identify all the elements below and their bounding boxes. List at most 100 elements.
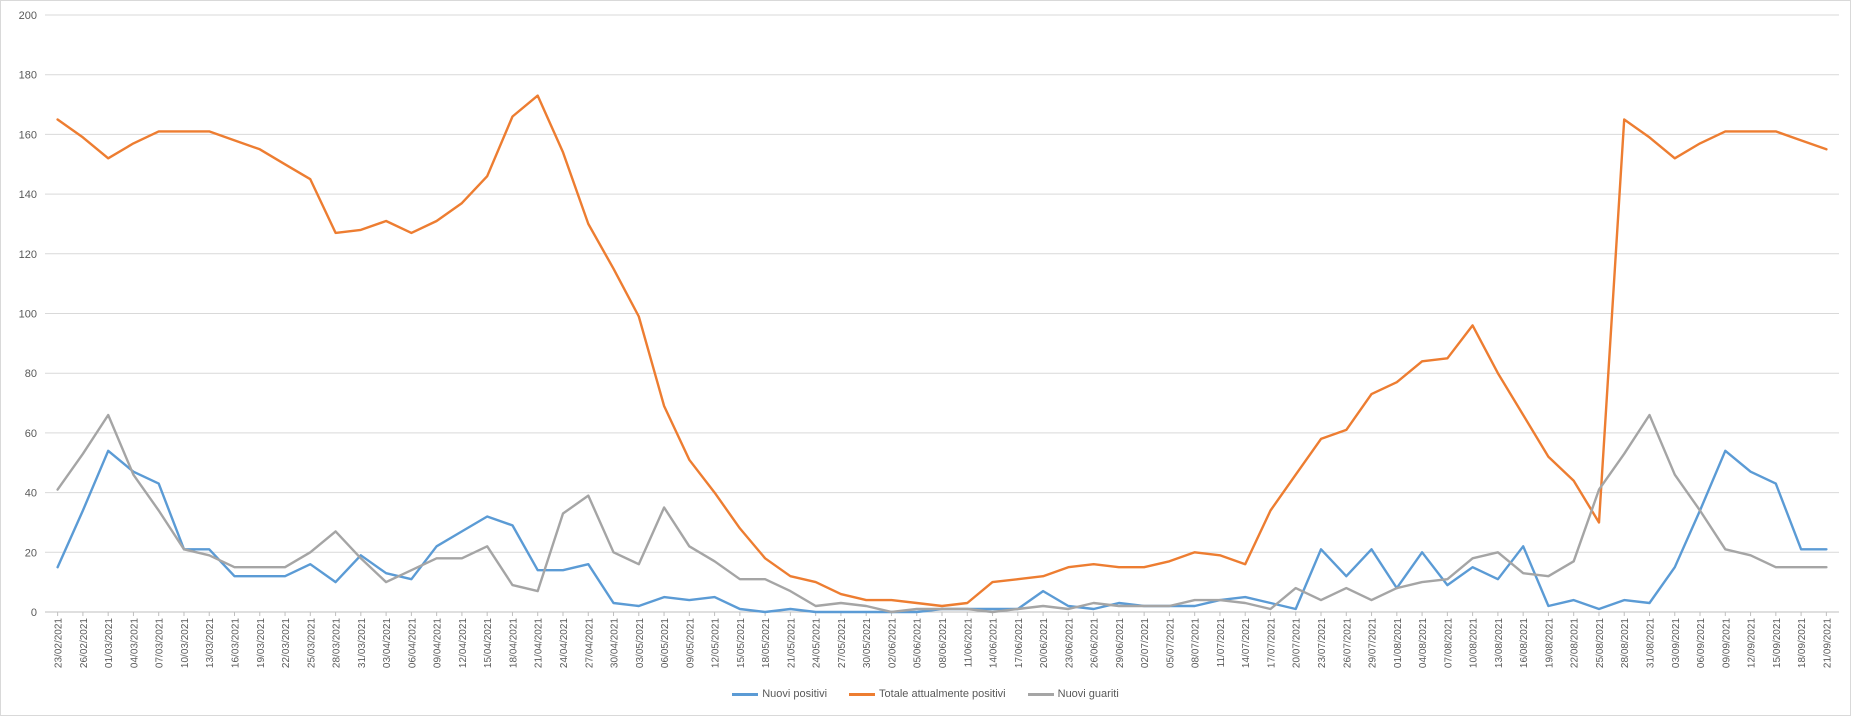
y-tick-label: 20 bbox=[25, 547, 37, 559]
x-tick-label: 09/09/2021 bbox=[1721, 618, 1732, 668]
x-tick-label: 04/03/2021 bbox=[129, 618, 140, 668]
y-tick-label: 180 bbox=[19, 70, 37, 82]
x-tick-label: 26/02/2021 bbox=[79, 618, 90, 668]
x-tick-label: 21/05/2021 bbox=[786, 618, 797, 668]
series-line-nuovi-guariti bbox=[56, 413, 1828, 614]
x-tick-label: 15/09/2021 bbox=[1772, 618, 1783, 668]
x-axis-tick-labels: 23/02/2021 26/02/2021 01/03/2021 04/03/2021… bbox=[54, 618, 1834, 668]
x-tick-label: 29/07/2021 bbox=[1368, 618, 1379, 668]
x-tick-label: 30/04/2021 bbox=[610, 618, 621, 668]
x-tick-label: 28/03/2021 bbox=[332, 618, 343, 668]
x-tick-label: 05/06/2021 bbox=[913, 618, 924, 668]
axes bbox=[45, 611, 1839, 616]
x-tick-label: 15/05/2021 bbox=[736, 618, 747, 668]
x-tick-label: 17/06/2021 bbox=[1014, 618, 1025, 668]
x-tick-label: 23/07/2021 bbox=[1317, 618, 1328, 668]
legend-label-totale-attualmente-positivi: Totale attualmente positivi bbox=[879, 688, 1006, 700]
x-tick-label: 26/07/2021 bbox=[1342, 618, 1353, 668]
legend-item-nuovi-positivi: Nuovi positivi bbox=[732, 688, 827, 700]
legend-label-nuovi-positivi: Nuovi positivi bbox=[762, 688, 828, 700]
x-tick-label: 27/04/2021 bbox=[584, 618, 595, 668]
x-tick-label: 16/08/2021 bbox=[1519, 618, 1530, 668]
x-tick-label: 06/09/2021 bbox=[1696, 618, 1707, 668]
x-tick-label: 23/06/2021 bbox=[1064, 618, 1075, 668]
x-tick-label: 04/08/2021 bbox=[1418, 618, 1429, 668]
series-line-totale-attualmente-positivi bbox=[56, 94, 1828, 608]
x-tick-label: 11/06/2021 bbox=[963, 618, 974, 668]
y-tick-label: 40 bbox=[25, 488, 37, 500]
series-lines bbox=[56, 94, 1828, 614]
legend-item-nuovi-guariti: Nuovi guariti bbox=[1027, 688, 1119, 700]
x-tick-label: 22/03/2021 bbox=[281, 618, 292, 668]
x-tick-label: 01/08/2021 bbox=[1393, 618, 1404, 668]
x-tick-label: 27/05/2021 bbox=[837, 618, 848, 668]
x-tick-label: 08/07/2021 bbox=[1191, 618, 1202, 668]
x-tick-label: 24/04/2021 bbox=[559, 618, 570, 668]
x-tick-label: 03/04/2021 bbox=[382, 618, 393, 668]
x-tick-label: 11/07/2021 bbox=[1216, 618, 1227, 668]
x-tick-label: 29/06/2021 bbox=[1115, 618, 1126, 668]
x-tick-label: 25/08/2021 bbox=[1595, 618, 1606, 668]
y-tick-label: 0 bbox=[31, 607, 37, 619]
x-tick-label: 06/04/2021 bbox=[407, 618, 418, 668]
y-tick-label: 60 bbox=[25, 428, 37, 440]
x-tick-label: 17/07/2021 bbox=[1266, 618, 1277, 668]
x-tick-label: 05/07/2021 bbox=[1165, 618, 1176, 668]
y-tick-label: 160 bbox=[19, 129, 37, 141]
x-tick-label: 23/02/2021 bbox=[54, 618, 65, 668]
x-tick-label: 31/03/2021 bbox=[357, 618, 368, 668]
y-axis-tick-labels: 0 20 40 60 80 100 120 140 160 180 200 bbox=[19, 10, 37, 619]
legend-swatch-nuovi-positivi bbox=[732, 692, 759, 696]
x-tick-label: 12/04/2021 bbox=[458, 618, 469, 668]
x-tick-label: 08/06/2021 bbox=[938, 618, 949, 668]
x-tick-label: 13/08/2021 bbox=[1494, 618, 1505, 668]
x-tick-label: 15/04/2021 bbox=[483, 618, 494, 668]
legend: Nuovi positivi Totale attualmente positi… bbox=[0, 688, 1851, 700]
x-tick-label: 09/05/2021 bbox=[685, 618, 696, 668]
x-tick-label: 07/03/2021 bbox=[155, 618, 166, 668]
x-tick-label: 02/07/2021 bbox=[1140, 618, 1151, 668]
legend-swatch-totale-attualmente-positivi bbox=[849, 692, 876, 696]
x-tick-label: 03/09/2021 bbox=[1671, 618, 1682, 668]
x-tick-label: 22/08/2021 bbox=[1570, 618, 1581, 668]
x-tick-label: 07/08/2021 bbox=[1443, 618, 1454, 668]
x-tick-label: 21/04/2021 bbox=[534, 618, 545, 668]
y-tick-label: 140 bbox=[19, 189, 37, 201]
x-tick-label: 14/06/2021 bbox=[989, 618, 1000, 668]
x-tick-label: 10/03/2021 bbox=[180, 618, 191, 668]
x-tick-label: 18/09/2021 bbox=[1797, 618, 1808, 668]
x-tick-label: 16/03/2021 bbox=[231, 618, 242, 668]
gridlines bbox=[45, 14, 1839, 613]
x-tick-label: 20/07/2021 bbox=[1292, 618, 1303, 668]
x-tick-label: 01/03/2021 bbox=[104, 618, 115, 668]
x-tick-label: 24/05/2021 bbox=[812, 618, 823, 668]
x-tick-label: 28/08/2021 bbox=[1620, 618, 1631, 668]
x-tick-label: 13/03/2021 bbox=[205, 618, 216, 668]
x-tick-label: 30/05/2021 bbox=[862, 618, 873, 668]
legend-label-nuovi-guariti: Nuovi guariti bbox=[1057, 688, 1119, 700]
x-tick-label: 25/03/2021 bbox=[306, 618, 317, 668]
x-tick-label: 18/04/2021 bbox=[508, 618, 519, 668]
x-tick-label: 14/07/2021 bbox=[1241, 618, 1252, 668]
x-tick-label: 19/03/2021 bbox=[256, 618, 267, 668]
y-tick-label: 100 bbox=[19, 309, 37, 321]
y-tick-label: 80 bbox=[25, 368, 37, 380]
x-tick-label: 10/08/2021 bbox=[1469, 618, 1480, 668]
x-tick-label: 26/06/2021 bbox=[1090, 618, 1101, 668]
y-tick-label: 120 bbox=[19, 249, 37, 261]
x-tick-label: 09/04/2021 bbox=[433, 618, 444, 668]
x-tick-label: 19/08/2021 bbox=[1544, 618, 1555, 668]
x-tick-label: 06/05/2021 bbox=[660, 618, 671, 668]
x-tick-label: 12/05/2021 bbox=[711, 618, 722, 668]
series-line-nuovi-positivi bbox=[56, 449, 1828, 614]
x-tick-label: 18/05/2021 bbox=[761, 618, 772, 668]
legend-swatch-nuovi-guariti bbox=[1027, 692, 1054, 696]
x-tick-label: 31/08/2021 bbox=[1645, 618, 1656, 668]
x-tick-label: 20/06/2021 bbox=[1039, 618, 1050, 668]
x-tick-label: 12/09/2021 bbox=[1747, 618, 1758, 668]
x-tick-label: 21/09/2021 bbox=[1822, 618, 1833, 668]
x-tick-label: 03/05/2021 bbox=[635, 618, 646, 668]
legend-item-totale-attualmente-positivi: Totale attualmente positivi bbox=[849, 688, 1006, 700]
